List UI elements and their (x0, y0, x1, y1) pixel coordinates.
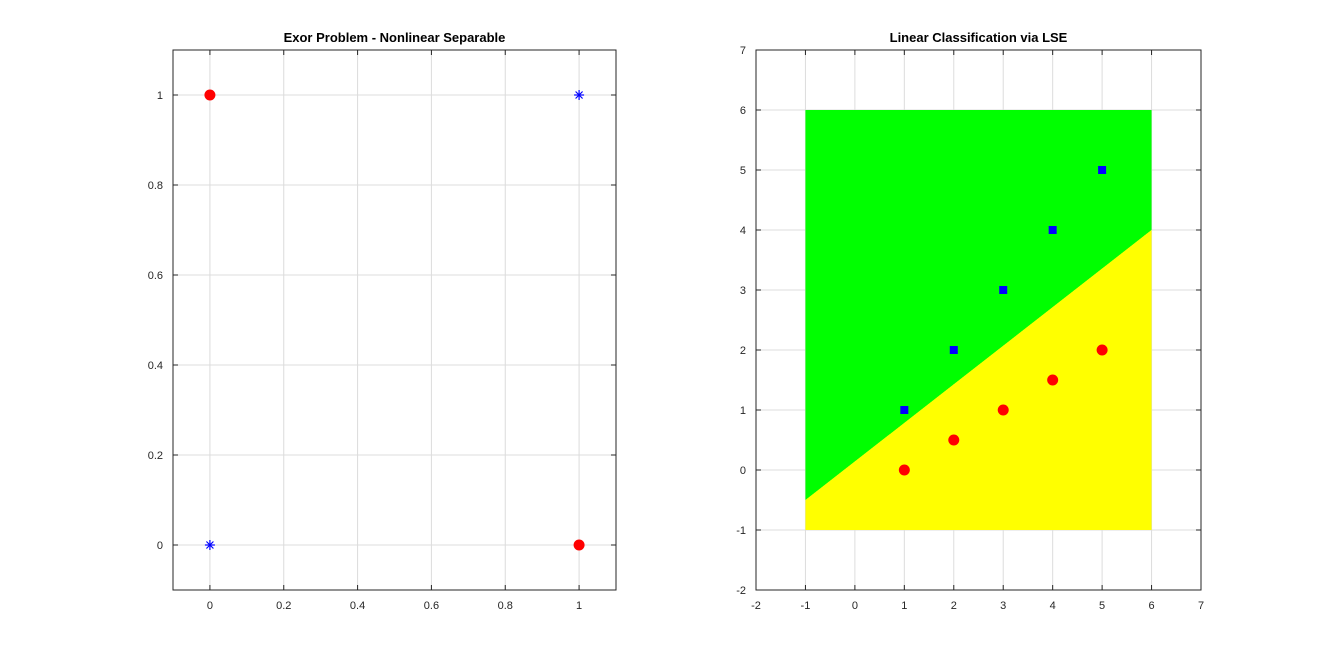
y-tick-label: 2 (740, 345, 746, 357)
decision-region-fill-0 (805, 110, 1152, 500)
data-point-square (1048, 226, 1057, 234)
x-tick-label: 0 (852, 600, 858, 612)
x-tick-label: 0 (207, 600, 213, 612)
x-tick-label: -1 (801, 600, 811, 612)
y-tick-label: 3 (740, 285, 746, 297)
chart-title: Exor Problem - Nonlinear Separable (284, 30, 506, 45)
x-tick-label: 4 (1050, 600, 1056, 612)
x-tick-label: 0.2 (276, 600, 291, 612)
data-point-circle (573, 539, 585, 551)
y-tick-label: 0.6 (148, 270, 163, 282)
data-point-asterisk (204, 540, 215, 550)
x-tick-label: 1 (576, 600, 582, 612)
decision-region-fill-1 (805, 230, 1152, 530)
data-point-circle (1047, 374, 1059, 386)
y-tick-label: 4 (740, 225, 746, 237)
y-tick-label: 1 (157, 90, 163, 102)
data-point-circle (948, 434, 960, 446)
y-tick-label: 0 (157, 540, 163, 552)
data-point-circle (204, 89, 216, 101)
data-point-square (949, 346, 958, 354)
x-tick-label: 0.4 (350, 600, 365, 612)
y-tick-label: -1 (736, 525, 746, 537)
axes-box (755, 49, 1202, 591)
x-tick-label: 3 (1000, 600, 1006, 612)
data-point-asterisk (574, 90, 585, 100)
y-tick-label: 6 (740, 105, 746, 117)
y-tick-label: 0.2 (148, 450, 163, 462)
y-tick-label: 0.8 (148, 180, 163, 192)
x-tick-label: 6 (1148, 600, 1154, 612)
data-point-circle (898, 464, 910, 476)
x-tick-label: 1 (901, 600, 907, 612)
x-tick-label: 7 (1198, 600, 1204, 612)
axes-box (172, 49, 617, 591)
y-tick-label: 0.4 (148, 360, 163, 372)
data-point-square (1098, 166, 1107, 174)
x-tick-label: 5 (1099, 600, 1105, 612)
x-tick-label: 0.6 (424, 600, 439, 612)
y-tick-label: 1 (740, 405, 746, 417)
y-tick-label: 5 (740, 165, 746, 177)
x-tick-label: -2 (751, 600, 761, 612)
plot-linear-classification: -2 -1 0 1 2 3 4 5 6 7 -2 -1 0 1 2 3 4 5 6 7 Linear Classific… (736, 30, 1204, 612)
data-point-square (999, 286, 1008, 294)
x-tick-label: 0.8 (498, 600, 513, 612)
x-tick-label: 2 (951, 600, 957, 612)
y-tick-label: -2 (736, 585, 746, 597)
axes-background (173, 50, 616, 590)
data-point-square (900, 406, 909, 414)
y-tick-label: 0 (740, 465, 746, 477)
data-point-circle (997, 404, 1009, 416)
plot-exor-problem: 0 0.2 0.4 0.6 0.8 1 0 0.2 0.4 0.6 0.8 1 Exor Problem… (148, 30, 617, 612)
chart-title: Linear Classification via LSE (890, 30, 1068, 45)
data-point-circle (1096, 344, 1108, 356)
y-tick-label: 7 (740, 45, 746, 57)
